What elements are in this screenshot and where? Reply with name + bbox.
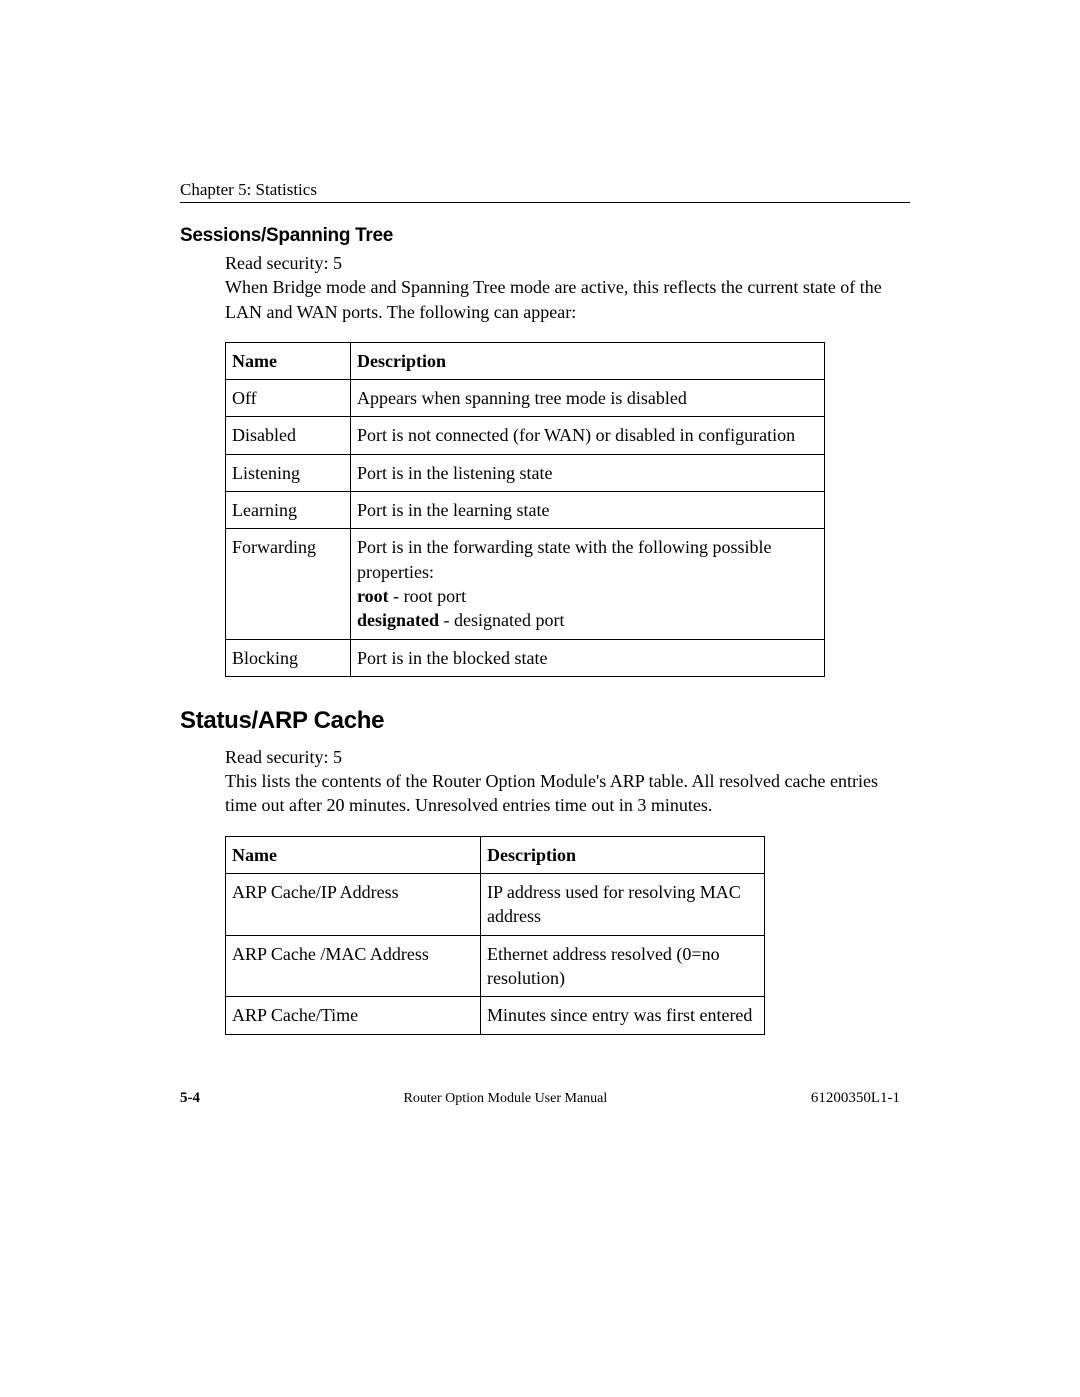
cell-desc: Port is in the listening state <box>351 454 825 491</box>
cell-name: Listening <box>226 454 351 491</box>
cell-name: Learning <box>226 492 351 529</box>
table-row: ARP Cache /MAC Address Ethernet address … <box>226 935 765 997</box>
cell-desc: IP address used for resolving MAC addres… <box>481 874 765 936</box>
fwd-pre: Port is in the forwarding state with the… <box>357 537 771 581</box>
section1-body: Read security: 5 When Bridge mode and Sp… <box>225 251 910 324</box>
col-desc: Description <box>481 836 765 873</box>
footer-center: Router Option Module User Manual <box>404 1091 608 1107</box>
section1-intro: When Bridge mode and Spanning Tree mode … <box>225 275 910 324</box>
cell-desc: Port is in the learning state <box>351 492 825 529</box>
table-row: Blocking Port is in the blocked state <box>226 639 825 676</box>
read-security-2: Read security: 5 <box>225 745 910 769</box>
col-name: Name <box>226 342 351 379</box>
section2-body: Read security: 5 This lists the contents… <box>225 745 910 818</box>
table-row: ARP Cache/IP Address IP address used for… <box>226 874 765 936</box>
table-header-row: Name Description <box>226 342 825 379</box>
col-desc: Description <box>351 342 825 379</box>
cell-desc: Ethernet address resolved (0=no resoluti… <box>481 935 765 997</box>
cell-desc: Port is in the blocked state <box>351 639 825 676</box>
cell-desc: Minutes since entry was first entered <box>481 997 765 1034</box>
cell-name: ARP Cache /MAC Address <box>226 935 481 997</box>
section2-intro: This lists the contents of the Router Op… <box>225 769 910 818</box>
fwd-bold1: root <box>357 586 389 606</box>
table-row: Learning Port is in the learning state <box>226 492 825 529</box>
table-row: Off Appears when spanning tree mode is d… <box>226 380 825 417</box>
cell-name: Blocking <box>226 639 351 676</box>
cell-desc: Port is not connected (for WAN) or disab… <box>351 417 825 454</box>
footer-right: 61200350L1-1 <box>811 1090 900 1107</box>
cell-name: Disabled <box>226 417 351 454</box>
table-row: ARP Cache/Time Minutes since entry was f… <box>226 997 765 1034</box>
page-footer: 5-4 Router Option Module User Manual 612… <box>180 1090 900 1107</box>
read-security-1: Read security: 5 <box>225 251 910 275</box>
cell-desc: Port is in the forwarding state with the… <box>351 529 825 639</box>
table-header-row: Name Description <box>226 836 765 873</box>
fwd-after2: - designated port <box>439 610 564 630</box>
cell-name: ARP Cache/IP Address <box>226 874 481 936</box>
spanning-tree-table: Name Description Off Appears when spanni… <box>225 342 825 677</box>
cell-name: Forwarding <box>226 529 351 639</box>
section-heading-sessions: Sessions/Spanning Tree <box>180 225 910 247</box>
table-row: Forwarding Port is in the forwarding sta… <box>226 529 825 639</box>
fwd-bold2: designated <box>357 610 439 630</box>
fwd-after1: - root port <box>389 586 466 606</box>
section-heading-arp: Status/ARP Cache <box>180 707 910 735</box>
cell-name: Off <box>226 380 351 417</box>
page-number: 5-4 <box>180 1090 200 1107</box>
cell-name: ARP Cache/Time <box>226 997 481 1034</box>
table-row: Listening Port is in the listening state <box>226 454 825 491</box>
cell-desc: Appears when spanning tree mode is disab… <box>351 380 825 417</box>
table-row: Disabled Port is not connected (for WAN)… <box>226 417 825 454</box>
chapter-header: Chapter 5: Statistics <box>180 180 910 203</box>
arp-cache-table: Name Description ARP Cache/IP Address IP… <box>225 836 765 1035</box>
col-name: Name <box>226 836 481 873</box>
